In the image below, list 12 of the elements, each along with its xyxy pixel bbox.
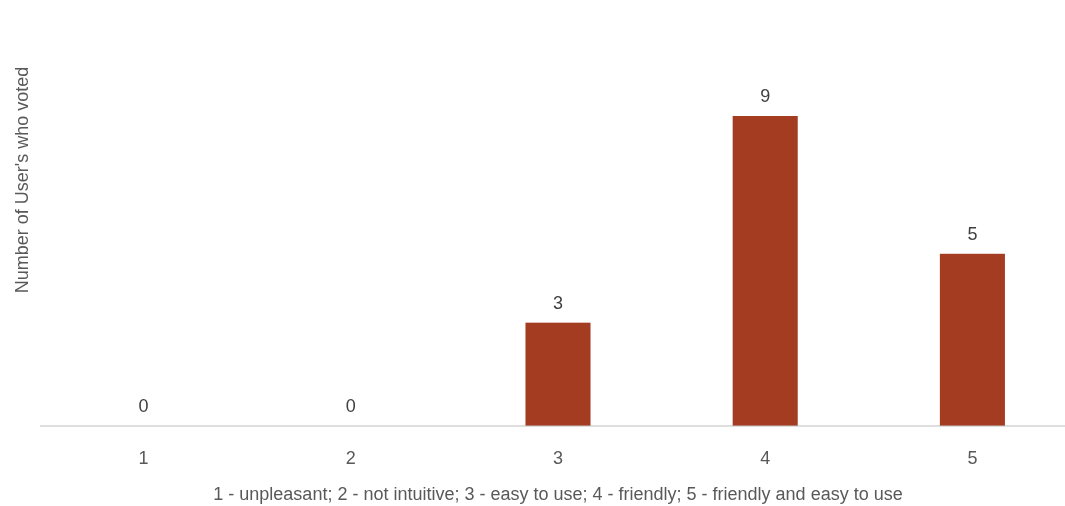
x-axis-title: 1 - unpleasant; 2 - not intuitive; 3 - easy to use; 4 - friendly; 5 - friendly and easy to use [213, 484, 903, 504]
x-tick-label: 4 [760, 448, 771, 468]
data-label: 0 [345, 396, 356, 416]
x-tick-label: 3 [552, 448, 564, 468]
data-label: 9 [760, 86, 771, 106]
y-axis-title: Number of User's who voted [12, 66, 32, 294]
data-label: 3 [552, 292, 564, 313]
data-label: 5 [967, 223, 978, 244]
x-tick-label: 1 [138, 448, 149, 468]
x-tick-label: 2 [345, 448, 356, 468]
x-tick-label: 5 [967, 448, 978, 468]
data-label: 0 [138, 396, 149, 416]
